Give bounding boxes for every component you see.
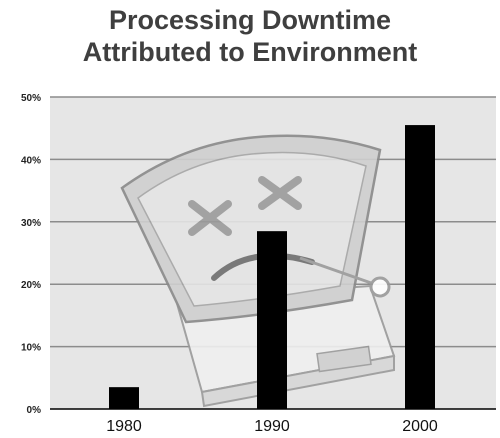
- y-tick-label: 0%: [27, 405, 42, 416]
- bars: [109, 125, 435, 409]
- chart-title: Processing Downtime Attributed to Enviro…: [0, 4, 500, 68]
- y-tick-label: 20%: [21, 280, 41, 291]
- x-tick-label: 2000: [402, 418, 438, 435]
- chart-title-line-1: Processing Downtime: [108, 5, 392, 35]
- y-tick-label: 50%: [21, 93, 41, 104]
- sad-computer-illustration: [120, 134, 396, 408]
- chart-title-line-2: Attributed to Environment: [82, 37, 418, 67]
- x-tick-label: 1980: [106, 418, 142, 435]
- bar-2000: [405, 125, 435, 409]
- bar-1980: [109, 387, 139, 409]
- x-tick-label: 1990: [254, 418, 290, 435]
- y-tick-label: 30%: [21, 218, 41, 229]
- y-tick-label: 40%: [21, 155, 41, 166]
- x-axis-ticks: 1980 1990 2000: [106, 418, 438, 435]
- bar-1990: [257, 231, 287, 409]
- y-tick-label: 10%: [21, 343, 41, 354]
- y-axis-ticks: 0% 10% 20% 30% 40% 50%: [21, 93, 41, 416]
